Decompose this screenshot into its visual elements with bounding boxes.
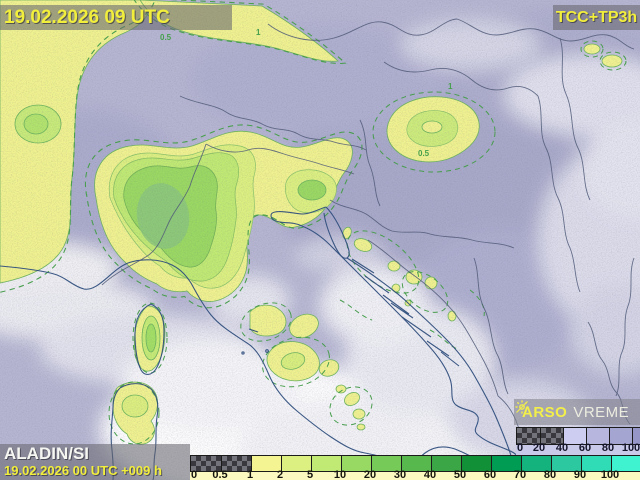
precip-legend-cell <box>251 456 281 471</box>
precip-legend-cell <box>491 456 521 471</box>
precip-legend-label: 20 <box>363 469 377 480</box>
precip-legend-label: 90 <box>573 469 587 480</box>
precip-legend-cell <box>191 456 221 471</box>
precip-legend-label: 60 <box>483 469 497 480</box>
precip-legend: 0 0.5 1 2 5 10 20 30 40 50 60 70 80 90 100 <box>190 455 640 480</box>
tcc-legend-label: 20 <box>532 442 546 454</box>
tcc-legend-cell <box>586 428 609 444</box>
tcc-legend: 0 20 40 60 80 100 <box>516 427 640 458</box>
precip-legend-cell <box>551 456 581 471</box>
precip-legend-cell <box>221 456 251 471</box>
precip-legend-cell <box>401 456 431 471</box>
precip-legend-cell <box>281 456 311 471</box>
precip-legend-cell <box>371 456 401 471</box>
tcc-legend-cell <box>540 428 563 444</box>
precip-legend-cell <box>341 456 371 471</box>
product-code-text: TCC+TP3h <box>555 9 638 26</box>
tcc-legend-label: 60 <box>578 442 592 454</box>
arso-sun-icon <box>515 400 529 414</box>
valid-time-bar: 19.02.2026 09 UTC <box>0 5 232 30</box>
precip-legend-label: 2 <box>276 469 284 480</box>
tcc-legend-cells <box>516 427 640 445</box>
tcc-legend-cell <box>609 428 632 444</box>
model-run-text: 19.02.2026 00 UTC +009 h <box>4 463 162 478</box>
arso-agency-text: ARSO <box>522 403 568 421</box>
precip-legend-cells <box>190 455 640 472</box>
arso-service-text: VREME <box>573 403 630 421</box>
precip-legend-label: 80 <box>543 469 557 480</box>
tcc-legend-cell <box>517 428 540 444</box>
precip-legend-label: 0.5 <box>212 469 228 480</box>
precip-legend-label: 30 <box>393 469 407 480</box>
tcc-legend-labels: 0 20 40 60 80 100 <box>516 442 640 458</box>
tcc-legend-label: 100 <box>621 442 640 454</box>
precip-legend-label: 40 <box>423 469 437 480</box>
arso-brand-panel: ARSO VREME <box>514 399 640 425</box>
tcc-legend-cell <box>563 428 586 444</box>
precip-legend-label: 0 <box>191 469 198 480</box>
model-info-bar: ALADIN/SI 19.02.2026 00 UTC +009 h <box>0 444 190 480</box>
tcc-legend-label: 40 <box>555 442 569 454</box>
precip-legend-label: 1 <box>246 469 254 480</box>
precip-legend-label: 10 <box>333 469 347 480</box>
precip-legend-labels: 0 0.5 1 2 5 10 20 30 40 50 60 70 80 90 100 <box>190 469 640 480</box>
precip-legend-cell <box>581 456 611 471</box>
precip-legend-label: 70 <box>513 469 527 480</box>
precip-legend-cell <box>431 456 461 471</box>
precip-legend-cell <box>611 456 640 471</box>
precip-legend-label: 5 <box>306 469 314 480</box>
precip-legend-label: 50 <box>453 469 467 480</box>
tcc-legend-label: 0 <box>517 442 524 454</box>
precip-legend-cell <box>521 456 551 471</box>
product-code-bar: TCC+TP3h <box>553 5 640 30</box>
precip-legend-cell <box>311 456 341 471</box>
tcc-legend-cell <box>632 428 640 444</box>
precip-legend-cell <box>461 456 491 471</box>
precip-legend-label: 100 <box>600 469 620 480</box>
valid-time-text: 19.02.2026 09 UTC <box>4 7 170 28</box>
model-name-text: ALADIN/SI <box>4 444 89 463</box>
tcc-legend-label: 80 <box>601 442 615 454</box>
